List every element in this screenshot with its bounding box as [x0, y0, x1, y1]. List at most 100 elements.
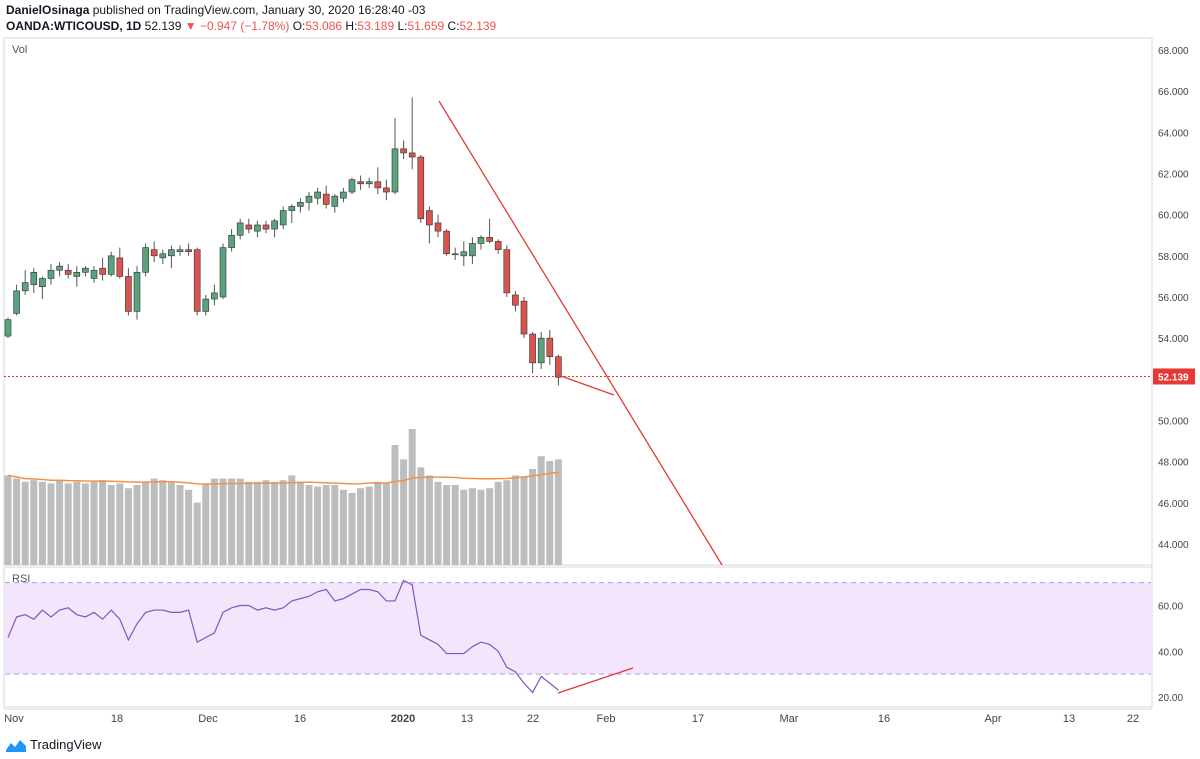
volume-bar	[219, 478, 227, 565]
candle-body	[185, 249, 192, 253]
rsi-axis[interactable]: 20.00 40.00 60.00	[1158, 602, 1183, 705]
candle-body	[262, 224, 270, 230]
candle-body	[408, 152, 416, 158]
candle-body	[469, 243, 476, 257]
candle	[322, 185, 330, 209]
volume-bar	[348, 493, 356, 565]
candle	[529, 331, 536, 374]
time-tick-label: 18	[111, 713, 123, 725]
candle-body	[331, 195, 339, 207]
candle-body	[529, 333, 536, 364]
candle	[176, 245, 184, 256]
price-tick-label: 60.000	[1158, 211, 1189, 222]
candle-body	[322, 193, 330, 205]
candle-body	[30, 271, 38, 285]
volume-bar	[417, 467, 425, 565]
main-pane-frame	[3, 37, 1153, 566]
candle	[365, 177, 373, 188]
volume-bar	[314, 486, 322, 565]
volume-bar	[382, 483, 390, 565]
candle	[383, 179, 390, 201]
volume-bar	[124, 488, 132, 565]
last-price-badge	[1153, 368, 1195, 385]
candle	[47, 264, 55, 285]
symbol-name[interactable]: OANDA:WTICOUSD, 1D	[6, 19, 142, 33]
price-axis[interactable]: 44.00046.00048.00050.00052.00054.00056.0…	[4, 46, 1195, 551]
candle	[460, 241, 468, 267]
candle	[107, 251, 115, 277]
volume-bar	[90, 481, 98, 565]
candle	[202, 294, 210, 316]
price-tick-label: 56.000	[1158, 293, 1189, 304]
candle-body	[546, 337, 554, 357]
candle	[168, 245, 175, 269]
volume-bar	[228, 478, 236, 565]
price-tick-label: 46.000	[1158, 499, 1189, 510]
candle	[305, 192, 313, 211]
candle	[451, 247, 459, 260]
candle	[219, 243, 227, 300]
candle	[494, 239, 502, 254]
drawings[interactable]	[438, 100, 723, 694]
candle	[99, 257, 106, 281]
symbol-info-bar: OANDA:WTICOUSD, 1D 52.139 ▼ −0.947 (−1.7…	[6, 19, 496, 33]
volume-bar	[288, 475, 296, 565]
candle	[417, 154, 425, 223]
candle	[4, 317, 12, 339]
candle-body	[400, 148, 407, 154]
candle	[228, 229, 235, 252]
time-axis[interactable]: Nov 18 Dec 16 2020 13 22 Feb 17 Mar 16 Apr 13 22	[4, 713, 1139, 725]
volume-bar	[537, 456, 545, 565]
time-tick-label: Apr	[984, 713, 1001, 725]
candle-body	[374, 181, 382, 189]
price-tick-label: 48.000	[1158, 458, 1189, 469]
time-tick-label: Dec	[198, 713, 218, 725]
candle-body	[288, 206, 296, 211]
candle	[426, 206, 433, 244]
price-tick-label: 44.000	[1158, 540, 1189, 551]
candle	[374, 167, 382, 195]
volume-bar	[486, 488, 494, 565]
time-tick-label: 16	[878, 713, 890, 725]
candle	[254, 220, 261, 238]
author-name[interactable]: DanielOsinaga	[6, 3, 90, 17]
candle	[537, 331, 545, 370]
volume-bar	[494, 481, 502, 565]
candles[interactable]	[4, 97, 562, 386]
candle	[211, 284, 218, 306]
volume-bar	[202, 483, 210, 565]
volume-bar	[38, 481, 46, 565]
candle	[39, 276, 46, 300]
time-tick-label: Nov	[4, 713, 24, 725]
time-tick-label: 22	[1127, 713, 1139, 725]
price-tick-label: 58.000	[1158, 252, 1189, 263]
down-arrow-icon: ▼	[184, 19, 197, 33]
candle	[340, 187, 347, 203]
price-tick-label: 62.000	[1158, 170, 1189, 181]
tradingview-logo[interactable]: TradingView	[6, 737, 102, 752]
candle-body	[434, 222, 442, 232]
candle-body	[340, 191, 347, 199]
price-change: −0.947 (−1.78%)	[199, 19, 290, 33]
volume-bar	[245, 481, 253, 565]
candle	[64, 264, 72, 279]
volume-bar	[116, 483, 124, 565]
volume-bar	[425, 475, 433, 565]
volume-bars	[4, 429, 562, 565]
candle-body	[116, 257, 124, 277]
candle-body	[503, 249, 511, 294]
volume-bar	[99, 480, 107, 565]
candle	[262, 220, 270, 234]
candle-body	[365, 181, 373, 185]
volume-bar	[339, 489, 347, 565]
volume-bar	[30, 480, 38, 565]
candle	[520, 297, 528, 339]
volume-bar	[150, 478, 158, 565]
volume-bar	[176, 485, 184, 565]
volume-bar	[133, 485, 141, 565]
candle	[348, 177, 356, 195]
candle-body	[202, 298, 210, 312]
candle	[90, 266, 98, 283]
candle-body	[297, 202, 304, 207]
